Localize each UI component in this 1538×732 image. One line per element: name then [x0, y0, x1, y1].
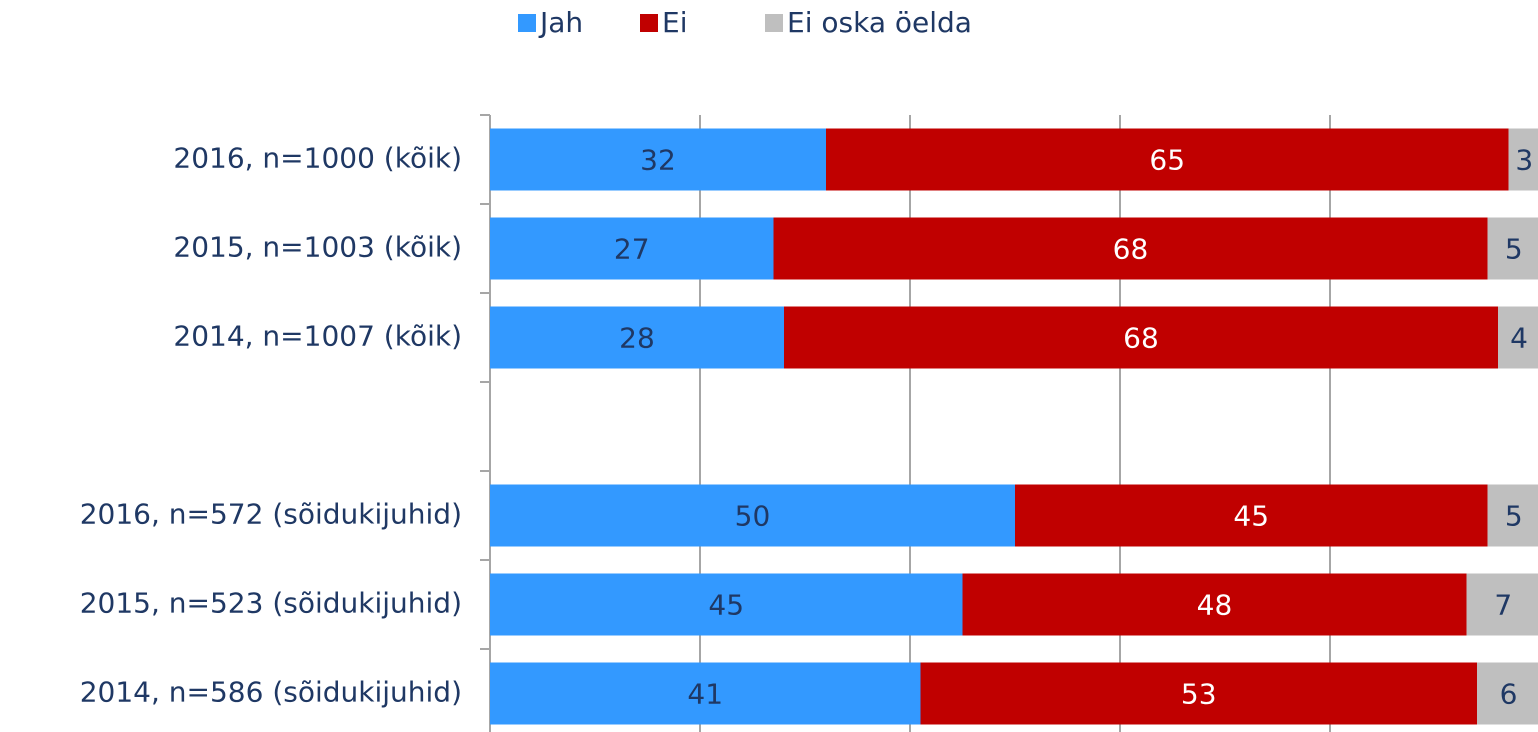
value-label: 68 [1113, 233, 1149, 266]
legend-label: Ei [662, 6, 687, 39]
legend-swatch [518, 14, 536, 32]
value-label: 53 [1181, 678, 1217, 711]
bar-segment [490, 306, 784, 369]
value-label: 5 [1505, 500, 1523, 533]
value-label: 28 [619, 322, 655, 355]
value-label: 45 [708, 589, 744, 622]
y-tick-label: 2016, n=1000 (kõik) [173, 142, 462, 175]
bar-segment [826, 128, 1509, 191]
legend-label: Jah [538, 6, 583, 39]
bar-segment [1487, 217, 1538, 280]
value-label: 7 [1494, 589, 1512, 622]
value-label: 32 [640, 144, 676, 177]
value-label: 65 [1149, 144, 1185, 177]
bar-segment [490, 662, 921, 725]
legend-swatch [765, 14, 783, 32]
bar-segment [490, 128, 826, 191]
y-tick-label: 2014, n=1007 (kõik) [173, 320, 462, 353]
y-tick-label: 2015, n=1003 (kõik) [173, 231, 462, 264]
y-tick-label: 2016, n=572 (sõidukijuhid) [80, 498, 462, 531]
value-label: 5 [1505, 233, 1523, 266]
bar-segment [1498, 306, 1538, 369]
y-tick-label: 2014, n=586 (sõidukijuhid) [80, 676, 462, 709]
legend-swatch [640, 14, 658, 32]
value-label: 50 [735, 500, 771, 533]
bar-segment [962, 573, 1467, 636]
bar-segment [1015, 484, 1488, 547]
value-label: 41 [687, 678, 723, 711]
bar-segment [773, 217, 1488, 280]
value-label: 68 [1123, 322, 1159, 355]
bar-segment [920, 662, 1477, 725]
bar-segment [490, 484, 1015, 547]
bar-segment [1508, 128, 1538, 191]
value-label: 48 [1197, 589, 1233, 622]
value-label: 4 [1510, 322, 1528, 355]
bar-segment [1477, 662, 1538, 725]
value-label: 6 [1500, 678, 1518, 711]
legend-label: Ei oska öelda [787, 6, 972, 39]
bar-segment [1487, 484, 1538, 547]
y-tick-label: 2015, n=523 (sõidukijuhid) [80, 587, 462, 620]
bar-segment [490, 573, 963, 636]
bar-segment [784, 306, 1498, 369]
bar-segment [1466, 573, 1538, 636]
value-label: 45 [1233, 500, 1269, 533]
bar-segment [490, 217, 774, 280]
value-label: 27 [614, 233, 650, 266]
value-label: 3 [1515, 144, 1533, 177]
